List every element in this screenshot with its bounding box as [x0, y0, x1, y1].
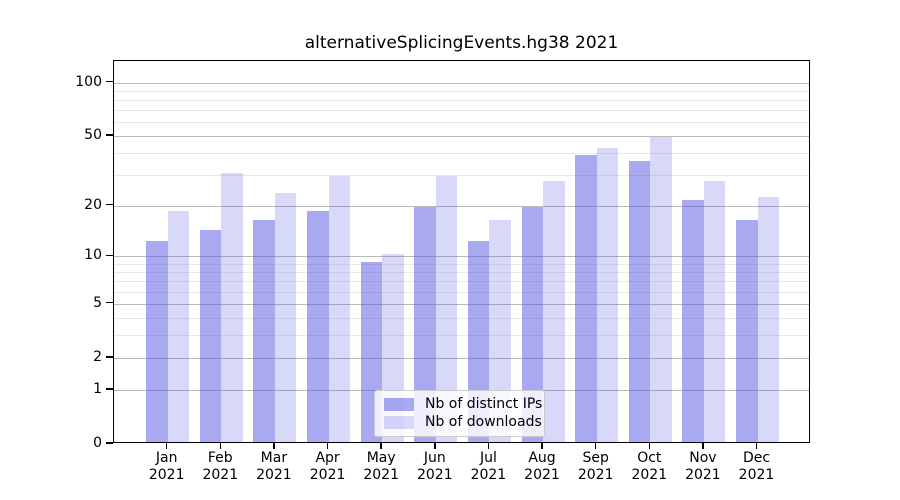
bar-downloads [221, 173, 243, 442]
x-tick-mark [434, 443, 436, 449]
legend-item-distinct-ips: Nb of distinct IPs [384, 396, 542, 414]
bar-downloads [328, 175, 351, 442]
gridline-minor [114, 175, 809, 177]
x-tick-mark [165, 443, 168, 449]
gridline-major [114, 358, 809, 359]
bar-downloads [543, 181, 565, 442]
y-tick-label: 10 [84, 247, 102, 264]
bar-downloads [757, 196, 779, 442]
x-tick-mark [380, 443, 382, 449]
gridline-major [114, 256, 809, 258]
x-tick-label: Mar 2021 [256, 450, 292, 483]
bar-downloads [435, 175, 458, 442]
gridline-minor [114, 110, 809, 112]
gridline-minor [114, 122, 809, 124]
x-tick-mark [273, 443, 275, 449]
bar-distinct-ips [146, 241, 168, 442]
y-tick-mark [106, 203, 113, 206]
bar-downloads [596, 147, 619, 442]
x-tick-label: Aug 2021 [524, 450, 560, 483]
gridline-minor [114, 318, 809, 319]
x-tick-label: Oct 2021 [631, 450, 668, 483]
y-tick-label: 20 [84, 196, 102, 213]
bar-downloads [650, 137, 672, 442]
bar-distinct-ips [736, 220, 758, 442]
gridline-minor [114, 281, 809, 283]
gridline-major [114, 205, 809, 207]
gridline-major [114, 82, 809, 84]
gridline-minor [114, 263, 809, 265]
plot-area [113, 60, 810, 443]
x-tick-mark [755, 443, 758, 449]
y-tick-mark [106, 80, 113, 83]
y-tick-mark [106, 254, 113, 256]
x-tick-label: Jun 2021 [416, 450, 453, 483]
y-tick-mark [106, 134, 113, 136]
bar-downloads [489, 220, 511, 442]
x-tick-mark [541, 443, 543, 449]
bar-distinct-ips [521, 207, 543, 442]
bar-distinct-ips [253, 220, 275, 442]
x-tick-mark [594, 443, 597, 449]
legend-label-distinct-ips: Nb of distinct IPs [425, 396, 543, 413]
y-tick-label: 0 [93, 435, 102, 451]
y-tick-label: 5 [93, 294, 102, 311]
y-tick-label: 2 [93, 349, 102, 365]
gridline-minor [114, 272, 809, 273]
gridline-minor [114, 90, 809, 92]
x-tick-label: Jan 2021 [148, 450, 185, 483]
bar-downloads [167, 211, 190, 442]
y-tick-label: 50 [84, 127, 102, 144]
y-tick-mark [106, 442, 113, 444]
x-tick-mark [487, 443, 490, 449]
y-tick-label: 1 [93, 380, 102, 397]
y-tick-mark [106, 388, 113, 390]
bar-distinct-ips [575, 155, 597, 442]
bar-downloads [703, 181, 726, 442]
legend-item-downloads: Nb of downloads [384, 414, 542, 432]
y-tick-mark [106, 356, 113, 358]
x-tick-label: Feb 2021 [202, 450, 239, 483]
gridline-major [114, 303, 809, 305]
chart-title: alternativeSplicingEvents.hg38 2021 [304, 33, 619, 53]
x-tick-mark [648, 443, 650, 449]
bar-distinct-ips [414, 207, 436, 442]
bar-distinct-ips [307, 211, 329, 442]
x-tick-label: Dec 2021 [738, 450, 775, 483]
x-tick-mark [326, 443, 329, 449]
gridline-minor [114, 153, 809, 155]
bar-distinct-ips [199, 230, 222, 442]
legend-swatch-downloads-icon [384, 415, 414, 429]
legend-swatch-distinct-ips-icon [384, 398, 414, 412]
x-tick-label: Jul 2021 [470, 450, 507, 483]
x-tick-mark [702, 443, 704, 449]
gridline-minor [114, 291, 809, 293]
y-tick-label: 100 [75, 73, 102, 90]
bar-downloads [274, 193, 297, 442]
bar-distinct-ips [682, 200, 704, 442]
y-tick-mark [106, 301, 113, 304]
x-tick-label: Apr 2021 [309, 450, 346, 483]
gridline-major [114, 136, 809, 138]
gridline-minor [114, 99, 809, 101]
x-tick-label: Nov 2021 [685, 450, 721, 483]
gridline-minor [114, 335, 809, 337]
x-tick-label: Sep 2021 [577, 450, 614, 483]
x-tick-mark [219, 443, 222, 449]
legend-label-downloads: Nb of downloads [425, 413, 542, 430]
legend: Nb of distinct IPs Nb of downloads [374, 390, 545, 437]
x-tick-label: May 2021 [363, 450, 399, 483]
bar-distinct-ips [628, 161, 651, 442]
